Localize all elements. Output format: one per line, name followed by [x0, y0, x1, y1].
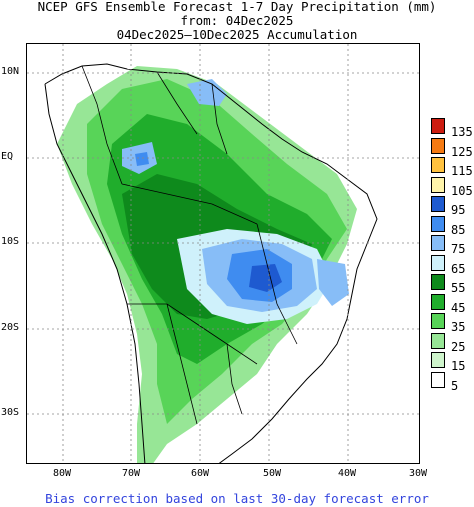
lon-label-60w: 60W	[190, 468, 210, 479]
legend-swatch	[431, 157, 445, 173]
legend-swatch	[431, 352, 445, 368]
lon-label-50w: 50W	[262, 468, 282, 479]
legend-label: 95	[451, 203, 466, 217]
legend-label: 15	[451, 359, 466, 373]
lat-label-10n: 10N	[1, 66, 20, 77]
lat-label-eq: EQ	[1, 151, 14, 162]
legend-label: 55	[451, 281, 466, 295]
precip-blue-max-area	[249, 264, 282, 292]
legend-swatch	[431, 274, 445, 290]
lat-label-10s: 10S	[1, 236, 20, 247]
legend-label: 5	[451, 378, 459, 393]
legend-label: 135	[451, 125, 473, 139]
graticule	[27, 44, 419, 463]
map-title: NCEP GFS Ensemble Forecast 1-7 Day Preci…	[37, 0, 437, 14]
precip-west-blue-core	[135, 152, 149, 166]
precipitation-map	[26, 43, 420, 464]
legend-swatch	[431, 313, 445, 329]
legend-swatch	[431, 196, 445, 212]
legend-swatch	[431, 215, 445, 232]
legend-swatch	[431, 332, 445, 349]
legend-label: 125	[451, 144, 473, 159]
legend-swatch	[431, 254, 445, 271]
legend-swatch	[431, 118, 445, 134]
legend-label: 25	[451, 339, 466, 354]
lon-label-70w: 70W	[121, 468, 141, 479]
bias-correction-note: Bias correction based on last 30-day for…	[45, 491, 429, 506]
legend-label: 45	[451, 300, 466, 315]
precip-north-blue-area	[187, 79, 227, 106]
legend-label: 105	[451, 183, 473, 198]
legend-label: 65	[451, 261, 466, 276]
legend-swatch	[431, 176, 445, 193]
lat-label-20s: 20S	[1, 322, 20, 333]
precip-east-blue-area	[317, 259, 349, 306]
legend-label: 85	[451, 222, 466, 237]
map-canvas	[27, 44, 419, 463]
map-subtitle-from: from: 04Dec2025	[180, 13, 294, 28]
lon-label-40w: 40W	[337, 468, 357, 479]
south-america-coastline	[44, 63, 378, 463]
legend-swatch	[431, 293, 445, 310]
country-borders	[81, 65, 298, 425]
lat-label-30s: 30S	[1, 407, 20, 418]
lon-label-30w: 30W	[408, 468, 428, 479]
west-coastline	[44, 83, 146, 463]
legend-label: 115	[451, 164, 473, 178]
lon-label-80w: 80W	[52, 468, 72, 479]
legend-label: 35	[451, 320, 466, 334]
legend-swatch	[431, 235, 445, 251]
legend-swatch	[431, 371, 445, 388]
map-subtitle-period: 04Dec2025–10Dec2025 Accumulation	[116, 27, 358, 42]
legend-swatch	[431, 137, 445, 154]
legend-label: 75	[451, 242, 466, 256]
